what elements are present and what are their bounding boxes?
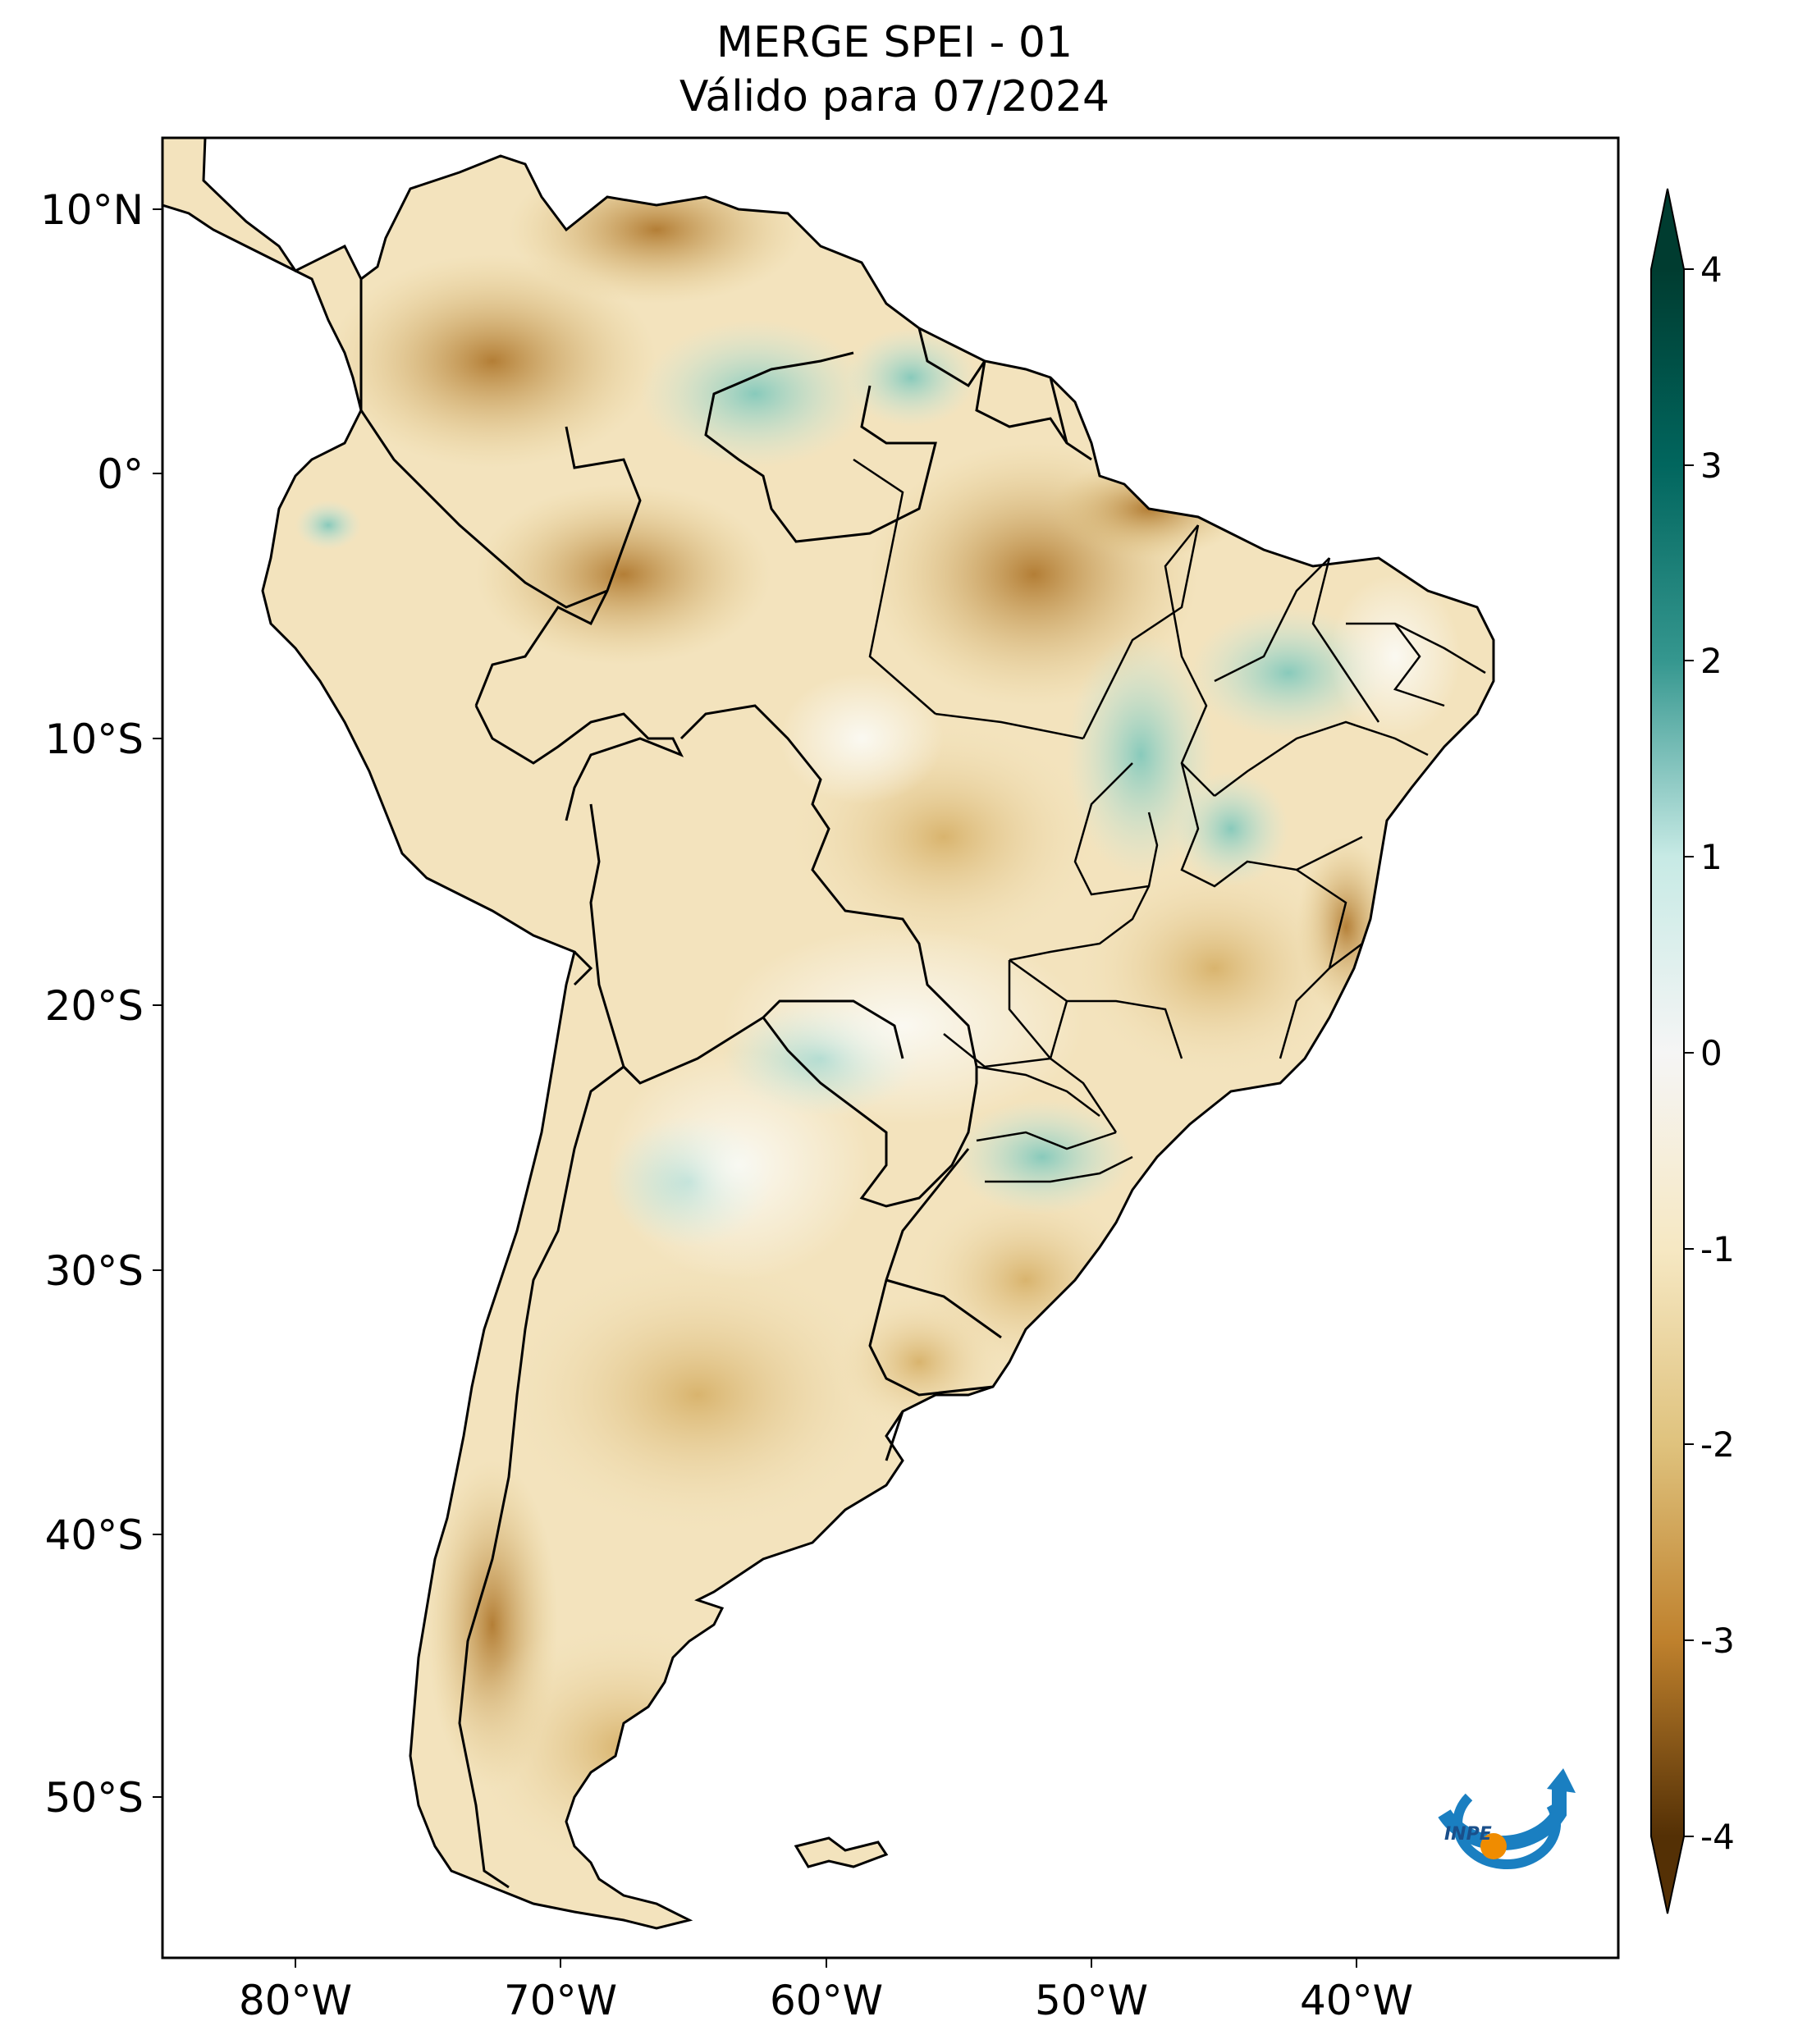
inpe-logo-text: INPE — [1444, 1824, 1492, 1845]
lon-tick-label: 70°W — [504, 1977, 617, 2024]
coastline — [162, 138, 1495, 1930]
inpe-logo: INPE — [1438, 1768, 1576, 1869]
colorbar-extend-top — [1651, 189, 1684, 269]
state-borders — [853, 458, 1486, 1183]
country-borders — [359, 279, 1092, 1889]
colorbar-tick-label: 0 — [1700, 1033, 1723, 1073]
lat-tick-label: 10°N — [40, 186, 144, 234]
colorbar-scale — [1651, 269, 1684, 1836]
lat-tick-label: 50°S — [45, 1774, 144, 1822]
lat-tick-label: 20°S — [45, 982, 144, 1030]
colorbar-tick-label: -3 — [1700, 1621, 1735, 1661]
map-title: MERGE SPEI - 01 — [716, 18, 1073, 67]
lat-tick-label: 0° — [97, 450, 144, 498]
lon-tick-label: 50°W — [1035, 1977, 1148, 2024]
lon-tick-label: 60°W — [770, 1977, 883, 2024]
colorbar: 4 3 2 1 0 -1 -2 -3 -4 — [1650, 188, 1735, 1914]
colorbar-tick-label: 4 — [1700, 249, 1723, 290]
colorbar-tick-label: 1 — [1700, 837, 1723, 877]
lat-tick-label: 30°S — [45, 1247, 144, 1295]
colorbar-tick-label: 2 — [1700, 641, 1723, 681]
lon-tick-label: 80°W — [239, 1977, 352, 2024]
colorbar-tick-label: -2 — [1700, 1424, 1735, 1465]
lat-tick-label: 10°S — [45, 716, 144, 763]
colorbar-extend-bottom — [1651, 1836, 1684, 1914]
longitude-axis: 80°W 70°W 60°W 50°W 40°W — [239, 1958, 1413, 2024]
colorbar-tick-label: -4 — [1700, 1817, 1735, 1857]
falklands-island — [794, 1836, 889, 1868]
plot-border — [161, 136, 1620, 1959]
colorbar-tick-label: 3 — [1700, 446, 1723, 486]
latitude-axis: 10°N 0° 10°S 20°S 30°S 40°S 50°S — [40, 186, 162, 1822]
lon-tick-label: 40°W — [1300, 1977, 1413, 2024]
lat-tick-label: 40°S — [45, 1511, 144, 1559]
map-subtitle: Válido para 07/2024 — [679, 72, 1110, 121]
colorbar-tick-label: -1 — [1700, 1229, 1735, 1269]
